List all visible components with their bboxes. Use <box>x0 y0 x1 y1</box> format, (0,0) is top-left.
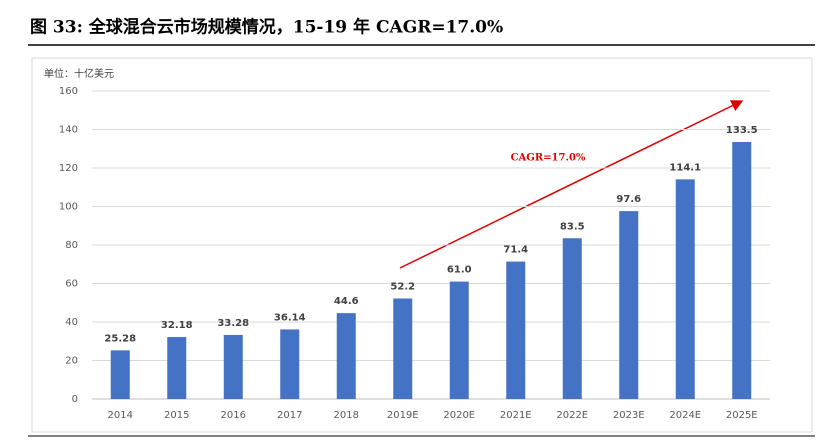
bar <box>675 179 695 399</box>
cagr-arrow <box>399 100 744 269</box>
value-label: 33.28 <box>217 318 249 329</box>
bar <box>167 337 187 399</box>
x-tick-label: 2015 <box>164 410 189 421</box>
x-tick-label: 2014 <box>108 410 133 421</box>
y-tick-label: 160 <box>59 86 78 97</box>
value-label: 61.0 <box>447 265 472 276</box>
y-tick-label: 40 <box>65 317 78 328</box>
bar <box>393 298 413 399</box>
y-tick-label: 60 <box>65 279 78 290</box>
y-tick-label: 100 <box>59 202 78 213</box>
x-tick-label: 2016 <box>221 410 246 421</box>
x-tick-label: 2025E <box>726 410 758 421</box>
y-tick-label: 140 <box>59 125 78 136</box>
annotation: CAGR=17.0% <box>511 153 586 164</box>
value-label: 71.4 <box>503 245 528 256</box>
x-tick-label: 2020E <box>443 410 475 421</box>
value-label: 52.2 <box>390 282 415 293</box>
bar <box>336 313 356 399</box>
bar <box>619 211 639 399</box>
unit-label: 单位：十亿美元 <box>44 67 114 80</box>
chart-title: 图 33: 全球混合云市场规模情况，15-19 年 CAGR=17.0% <box>30 17 503 38</box>
x-tick-label: 2021E <box>500 410 532 421</box>
value-label: 83.5 <box>560 221 585 232</box>
value-label: 133.5 <box>726 125 758 136</box>
x-tick-label: 2019E <box>387 410 419 421</box>
bar <box>280 329 300 399</box>
value-label: 97.6 <box>616 194 641 205</box>
chart-frame <box>31 57 813 433</box>
y-tick-label: 120 <box>59 163 78 174</box>
y-tick-label: 20 <box>65 356 78 367</box>
value-label: 32.18 <box>161 320 193 331</box>
x-tick-label: 2023E <box>613 410 645 421</box>
value-label: 114.1 <box>669 162 701 173</box>
value-label: 36.14 <box>274 312 306 323</box>
value-label: 25.28 <box>104 333 136 344</box>
x-tick-label: 2024E <box>669 410 701 421</box>
bar <box>562 238 582 399</box>
x-tick-label: 2017 <box>277 410 302 421</box>
x-tick-label: 2018 <box>334 410 359 421</box>
bar <box>732 142 752 399</box>
y-tick-label: 80 <box>65 240 78 251</box>
bar <box>110 350 130 399</box>
bar <box>449 281 469 399</box>
bar <box>223 334 243 399</box>
y-tick-label: 0 <box>72 394 78 405</box>
x-tick-label: 2022E <box>556 410 588 421</box>
bar <box>506 261 526 399</box>
value-label: 44.6 <box>334 296 359 307</box>
